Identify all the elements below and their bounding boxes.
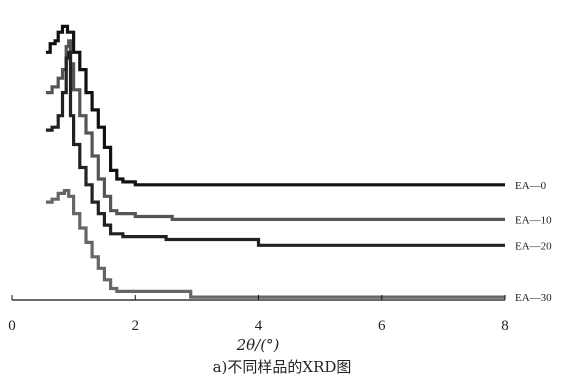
series-label-2: EA—20 <box>515 240 552 252</box>
series-line-3 <box>45 189 505 299</box>
x-axis-title: 2θ/(°) <box>236 336 280 354</box>
series-labels: EA—0 EA—10 EA—20 EA—30 <box>515 180 552 304</box>
x-tick-label: 2 <box>132 318 140 334</box>
figure-caption: a)不同样品的XRD图 <box>213 358 352 376</box>
x-ticks: 0 2 4 6 8 <box>8 295 509 334</box>
x-tick-label: 0 <box>8 318 16 334</box>
series-layer <box>45 24 505 299</box>
series-label-1: EA—10 <box>515 214 552 226</box>
series-line-1 <box>45 39 505 221</box>
x-tick-label: 4 <box>255 318 263 334</box>
series-line-0 <box>45 24 505 187</box>
series-label-3: EA—30 <box>515 292 552 304</box>
x-tick-label: 6 <box>378 318 386 334</box>
x-tick-label: 8 <box>501 318 509 334</box>
series-label-0: EA—0 <box>515 180 547 192</box>
series-line-2 <box>45 50 505 247</box>
